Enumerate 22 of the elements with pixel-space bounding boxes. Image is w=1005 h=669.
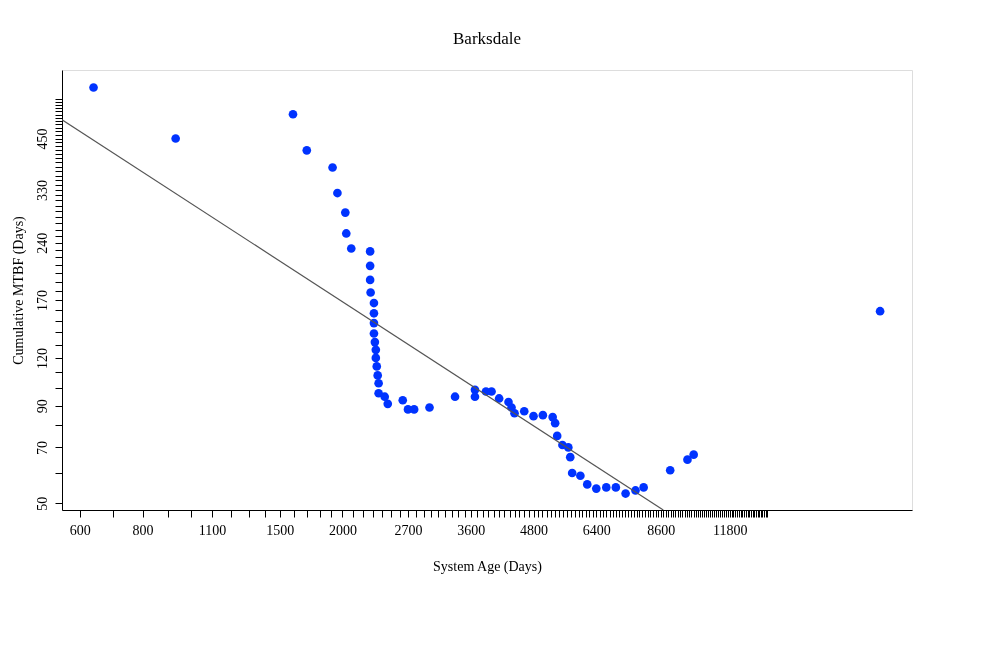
y-tick-label: 330 (34, 180, 50, 201)
x-axis-title: System Age (Days) (433, 558, 543, 575)
chart-title: Barksdale (453, 29, 521, 48)
x-tick-label: 11800 (713, 522, 748, 538)
y-tick-label: 50 (34, 496, 50, 511)
x-tick-label: 8600 (647, 522, 676, 538)
x-tick-label: 800 (132, 522, 154, 538)
x-tick-label: 6400 (582, 522, 611, 538)
y-tick-label: 240 (34, 232, 50, 254)
x-tick-label: 2700 (394, 522, 423, 538)
x-tick-label: 1500 (266, 522, 295, 538)
x-tick-label: 1100 (198, 522, 227, 538)
y-tick-label: 170 (34, 290, 50, 312)
y-axis-title: Cumulative MTBF (Days) (10, 215, 27, 365)
y-tick-label: 70 (34, 440, 50, 455)
y-tick-label: 450 (34, 128, 50, 150)
x-tick-label: 600 (69, 522, 91, 538)
x-tick-label: 4800 (520, 522, 549, 538)
x-tick-label: 3600 (457, 522, 486, 538)
y-tick-label: 90 (34, 399, 50, 414)
x-tick-label: 2000 (329, 522, 357, 538)
y-tick-label: 120 (34, 347, 50, 369)
